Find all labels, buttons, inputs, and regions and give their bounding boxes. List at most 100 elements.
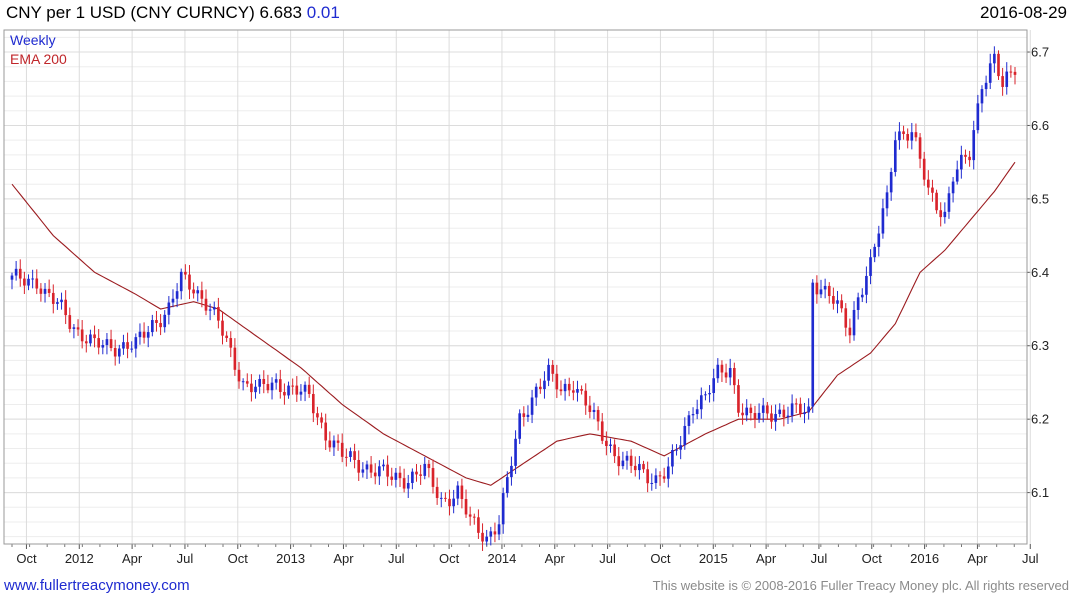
- candle-body: [625, 455, 629, 461]
- candle-body: [258, 378, 261, 387]
- candle-body: [720, 364, 724, 373]
- candle-body: [39, 288, 43, 294]
- candle-body: [419, 474, 422, 476]
- candle-body: [146, 332, 150, 338]
- x-tick-label: Oct: [439, 551, 460, 566]
- candle-body: [572, 390, 575, 393]
- candle-body: [361, 469, 365, 473]
- candle-body: [893, 140, 897, 172]
- chart-title-main: CNY per 1 USD (CNY CURNCY) 6.683: [6, 3, 303, 22]
- candle-body: [766, 405, 769, 414]
- candle-body: [266, 384, 270, 391]
- legend-weekly: Weekly: [10, 32, 56, 48]
- candle-body: [869, 257, 872, 276]
- candle-body: [109, 339, 113, 349]
- candle-body: [378, 466, 381, 477]
- candle-body: [902, 131, 905, 135]
- ema-200-line: [11, 161, 1016, 486]
- candle-body: [675, 449, 678, 451]
- candle-body: [786, 415, 790, 418]
- candle-body: [737, 385, 740, 413]
- candle-body: [584, 390, 588, 406]
- candle-body: [155, 320, 158, 323]
- candle-body: [411, 471, 414, 484]
- candle-body: [621, 460, 625, 467]
- candle-body: [369, 464, 373, 473]
- x-tick-label: 2013: [276, 551, 305, 566]
- candle-body: [332, 440, 336, 448]
- candle-body: [316, 413, 319, 418]
- candle-body: [485, 536, 488, 542]
- candle-body: [167, 302, 171, 315]
- x-tick-label: Jul: [177, 551, 194, 566]
- x-tick-label: Apr: [122, 551, 143, 566]
- x-tick-label: Apr: [333, 551, 354, 566]
- candle-body: [229, 338, 233, 348]
- candle-body: [18, 268, 22, 279]
- candle-body: [530, 397, 534, 415]
- candle-body: [770, 413, 773, 422]
- candle-body: [212, 307, 216, 310]
- candle-body: [609, 444, 612, 447]
- candle-body: [790, 403, 794, 416]
- candle-body: [918, 137, 922, 159]
- candle-body: [539, 386, 542, 390]
- candle-body: [836, 300, 839, 304]
- candle-body: [794, 403, 798, 405]
- candle-body: [278, 379, 282, 392]
- candle-body: [72, 327, 76, 329]
- candle-body: [699, 395, 703, 410]
- candle-body: [382, 464, 385, 467]
- candle-body: [427, 463, 431, 469]
- candle-body: [543, 380, 546, 390]
- candle-body: [964, 154, 967, 157]
- candle-body: [803, 412, 806, 415]
- candle-body: [877, 233, 881, 247]
- candle-body: [960, 154, 963, 170]
- candle-body: [761, 405, 765, 413]
- x-tick-label: Oct: [228, 551, 249, 566]
- candle-body: [592, 409, 596, 413]
- candle-body: [514, 438, 517, 466]
- candle-body: [642, 464, 645, 470]
- candle-body: [192, 289, 195, 294]
- candle-body: [708, 393, 711, 395]
- site-link[interactable]: www.fullertreacymoney.com: [4, 577, 190, 594]
- candle-body: [951, 181, 955, 194]
- candle-body: [749, 407, 753, 414]
- candle-body: [336, 440, 340, 443]
- candle-body: [860, 294, 864, 298]
- candle-body: [468, 514, 472, 517]
- candle-body: [89, 334, 92, 344]
- candle-body: [303, 384, 307, 392]
- candle-body: [955, 169, 959, 182]
- candle-body: [1001, 76, 1004, 87]
- candle-body: [448, 498, 451, 507]
- candle-body: [972, 130, 976, 161]
- candle-body: [650, 482, 654, 484]
- candle-body: [588, 405, 592, 413]
- candle-body: [299, 391, 303, 395]
- candle-body: [415, 471, 418, 475]
- candle-body: [217, 307, 220, 321]
- candle-body: [435, 486, 439, 498]
- y-tick-label: 6.2: [1031, 412, 1049, 427]
- candle-body: [984, 82, 988, 90]
- candle-body: [505, 477, 509, 494]
- candle-body: [320, 417, 323, 423]
- candle-body: [349, 451, 352, 457]
- y-tick-label: 6.6: [1031, 118, 1049, 133]
- candle-body: [184, 271, 187, 275]
- candle-body: [939, 210, 943, 218]
- candle-body: [386, 464, 389, 477]
- y-tick-label: 6.4: [1031, 265, 1049, 280]
- candle-body: [481, 532, 484, 542]
- candle-body: [782, 409, 786, 418]
- candle-body: [976, 103, 980, 131]
- candle-body: [733, 368, 736, 386]
- candle-body: [778, 409, 782, 415]
- candle-body: [353, 451, 356, 460]
- candle-body: [832, 296, 835, 304]
- candle-body: [501, 493, 505, 525]
- candle-body: [497, 524, 501, 535]
